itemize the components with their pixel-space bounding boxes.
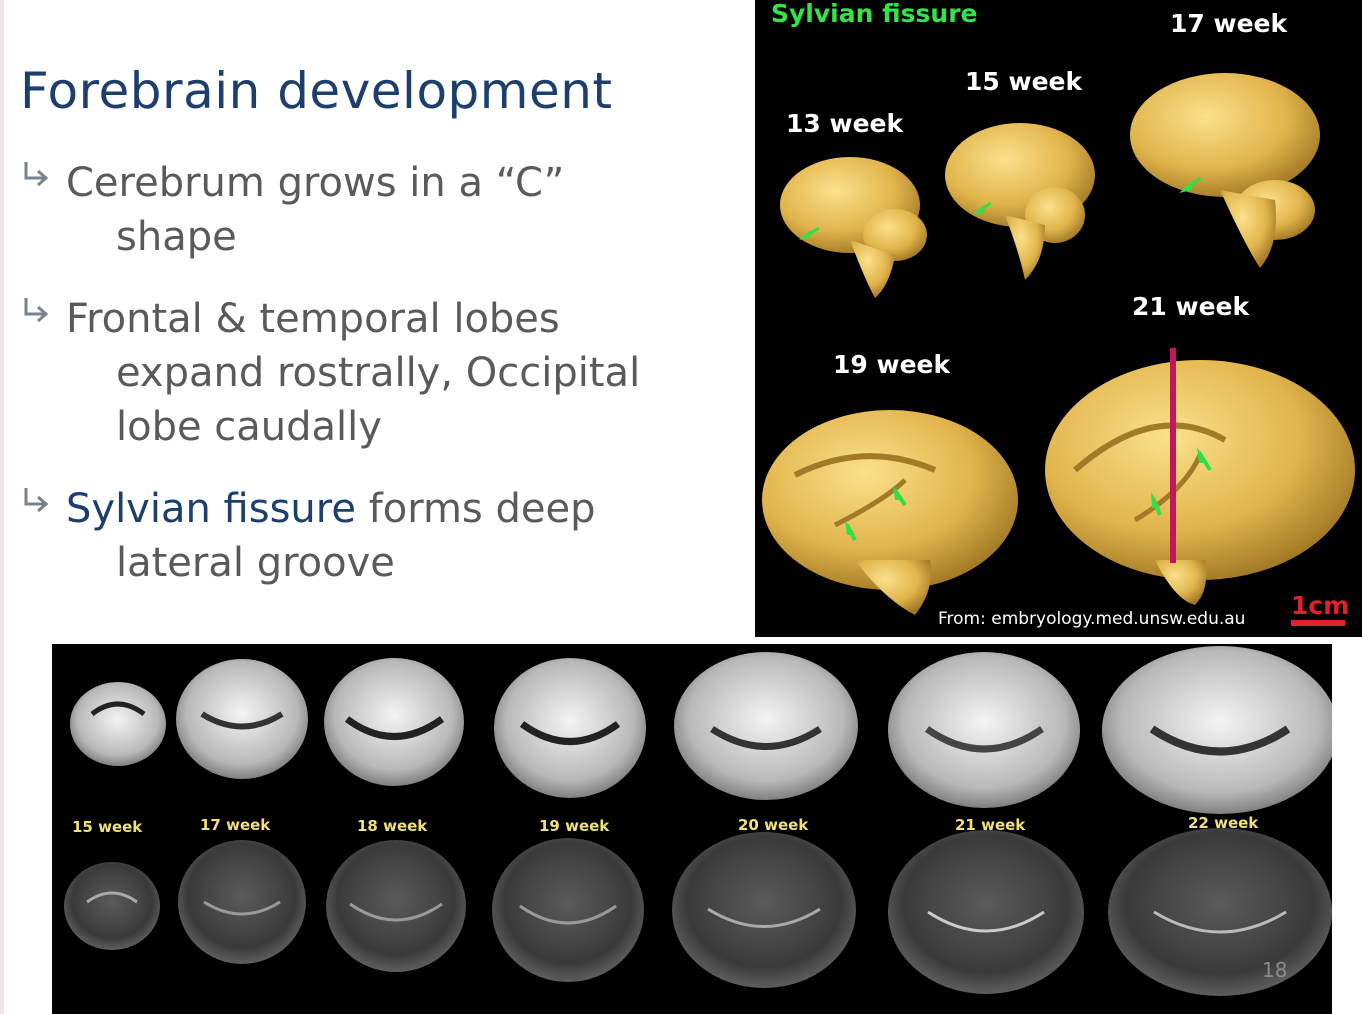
mri-bottom-22 — [1108, 828, 1332, 996]
mri-week-label-22: 22 week — [1188, 814, 1259, 832]
bullet-sylvian-rest: forms deep — [355, 486, 596, 532]
bullet-sylvian-line2: lateral groove — [116, 540, 395, 586]
week-label-19: 19 week — [833, 350, 952, 379]
mri-bottom-15 — [64, 862, 160, 950]
bullet-lobes-line1: Frontal & temporal lobes — [66, 296, 560, 342]
bullet-sylvian: Sylvian fissure forms deep lateral groov… — [22, 482, 742, 590]
mri-bottom-row — [64, 828, 1332, 996]
mri-figure: 15 week 17 week 18 week 19 week 20 week … — [52, 644, 1332, 1014]
bullet-lobes-line2: expand rostrally, Occipital — [116, 350, 641, 396]
scale-bar — [1291, 620, 1345, 626]
mri-bottom-18 — [326, 840, 466, 972]
brain-3d-figure: Sylvian fissure 13 week 15 week 17 week … — [755, 0, 1362, 637]
bullet-lobes-line3: lobe caudally — [116, 404, 382, 450]
week-label-13: 13 week — [786, 109, 905, 138]
bullet-cerebrum-line2: shape — [116, 214, 237, 260]
week-label-15: 15 week — [965, 67, 1084, 96]
mri-week-label-18: 18 week — [357, 817, 428, 835]
sylvian-fissure-term: Sylvian fissure — [66, 486, 356, 532]
return-arrow-icon — [24, 488, 49, 513]
brain-15-week — [945, 123, 1095, 280]
slide-left-rule — [0, 0, 4, 1014]
mri-top-22 — [1102, 646, 1332, 814]
mri-top-18 — [324, 658, 464, 786]
bullet-cerebrum-line1: Cerebrum grows in a “C” — [66, 160, 565, 206]
slide-title: Forebrain development — [20, 61, 613, 120]
brain-13-week — [780, 157, 927, 298]
mri-bottom-21 — [888, 830, 1084, 994]
scale-label: 1cm — [1291, 591, 1349, 620]
mri-week-label-19: 19 week — [539, 817, 610, 835]
mri-week-label-17: 17 week — [200, 816, 271, 834]
bullet-lobes: Frontal & temporal lobes expand rostrall… — [22, 292, 742, 454]
mri-top-21 — [888, 652, 1080, 808]
slide-number: 18 — [1262, 958, 1288, 982]
brain-17-week — [1130, 73, 1320, 268]
mri-top-row — [70, 646, 1332, 814]
mri-top-20 — [674, 652, 858, 800]
sylvian-fissure-heading: Sylvian fissure — [771, 0, 977, 28]
mri-top-19 — [494, 658, 646, 798]
mri-bottom-19 — [492, 838, 644, 982]
return-arrow-icon — [24, 298, 49, 323]
mri-top-17 — [176, 659, 308, 779]
mri-week-label-20: 20 week — [738, 816, 809, 834]
mri-bottom-20 — [672, 832, 856, 988]
mri-bottom-17 — [178, 840, 306, 964]
brain-19-week — [762, 410, 1018, 615]
return-arrow-icon — [24, 162, 49, 187]
week-label-17: 17 week — [1170, 9, 1289, 38]
brain-21-week — [1045, 348, 1355, 605]
week-label-21: 21 week — [1132, 292, 1251, 321]
mri-top-15 — [70, 682, 166, 766]
bullet-cerebrum: Cerebrum grows in a “C” shape — [22, 156, 742, 264]
image-credit: From: embryology.med.unsw.edu.au — [938, 609, 1245, 629]
mri-week-label-21: 21 week — [955, 816, 1026, 834]
mri-week-label-15: 15 week — [72, 818, 143, 836]
bullet-list: Cerebrum grows in a “C” shape Frontal & … — [22, 156, 742, 618]
